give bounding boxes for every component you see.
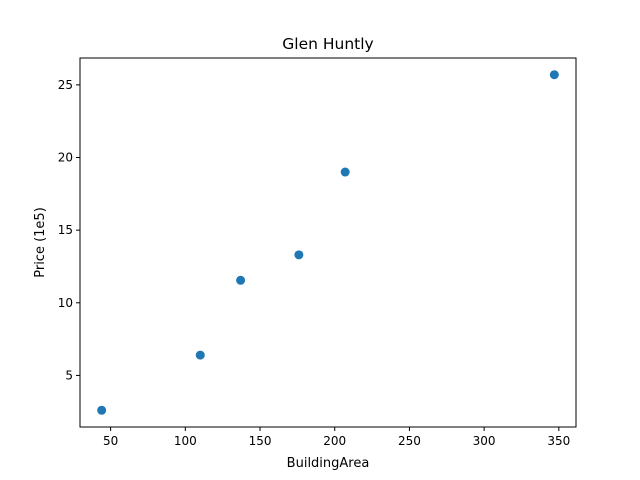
y-tick-label: 20	[58, 151, 73, 165]
data-point	[97, 405, 107, 415]
x-axis-label: BuildingArea	[287, 456, 370, 471]
y-axis-label: Price (1e5)	[33, 207, 48, 278]
chart-title: Glen Huntly	[282, 35, 373, 53]
data-point	[294, 250, 304, 260]
data-point	[236, 275, 246, 285]
x-tick-label: 100	[174, 434, 197, 448]
data-point	[195, 350, 205, 360]
y-tick-label: 5	[65, 368, 73, 382]
x-tick-label: 350	[547, 434, 570, 448]
data-points	[97, 70, 559, 415]
x-tick-label: 200	[323, 434, 346, 448]
x-axis-ticks: 50 100 150 200 250 300 350	[103, 427, 570, 448]
x-tick-label: 250	[398, 434, 421, 448]
x-tick-label: 150	[249, 434, 272, 448]
data-point	[549, 70, 559, 80]
x-tick-label: 300	[473, 434, 496, 448]
data-point	[340, 167, 350, 177]
y-tick-label: 10	[58, 296, 73, 310]
y-tick-label: 25	[58, 78, 73, 92]
y-axis-ticks: 5 10 15 20 25	[58, 78, 80, 382]
y-tick-label: 15	[58, 223, 73, 237]
plot-frame	[79, 57, 577, 428]
x-tick-label: 50	[103, 434, 118, 448]
